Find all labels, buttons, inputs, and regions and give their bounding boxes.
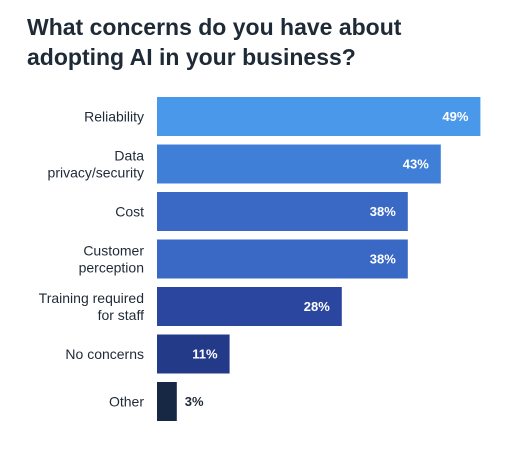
bar (157, 382, 177, 421)
category-label: Cost (115, 204, 144, 220)
category-label: Other (109, 394, 144, 410)
category-label: Data (114, 148, 144, 164)
value-label: 38% (370, 204, 396, 219)
bar-row: Reliability 49% (84, 97, 481, 136)
bar (157, 144, 441, 184)
value-label: 38% (370, 252, 396, 267)
bar (157, 192, 408, 231)
category-label: No concerns (65, 346, 144, 362)
category-label: Customer (83, 243, 144, 259)
category-label: perception (79, 260, 144, 276)
chart-title: What concerns do you have about adopting… (27, 14, 402, 70)
category-label: for staff (98, 307, 145, 323)
bar (157, 239, 408, 279)
value-label: 11% (192, 347, 218, 362)
bar-row: Cost 38% (115, 192, 408, 231)
bar-row: Other 3% (109, 382, 204, 421)
category-label: Training required (39, 290, 144, 306)
bar (157, 97, 481, 136)
value-label: 3% (185, 394, 204, 409)
value-label: 49% (442, 109, 468, 124)
bar (157, 287, 342, 326)
bar-row: No concerns 11% (65, 334, 230, 374)
value-label: 28% (304, 299, 330, 314)
category-label: Reliability (84, 109, 144, 125)
category-label: privacy/security (48, 165, 144, 181)
value-label: 43% (403, 157, 429, 172)
bar (157, 334, 230, 374)
